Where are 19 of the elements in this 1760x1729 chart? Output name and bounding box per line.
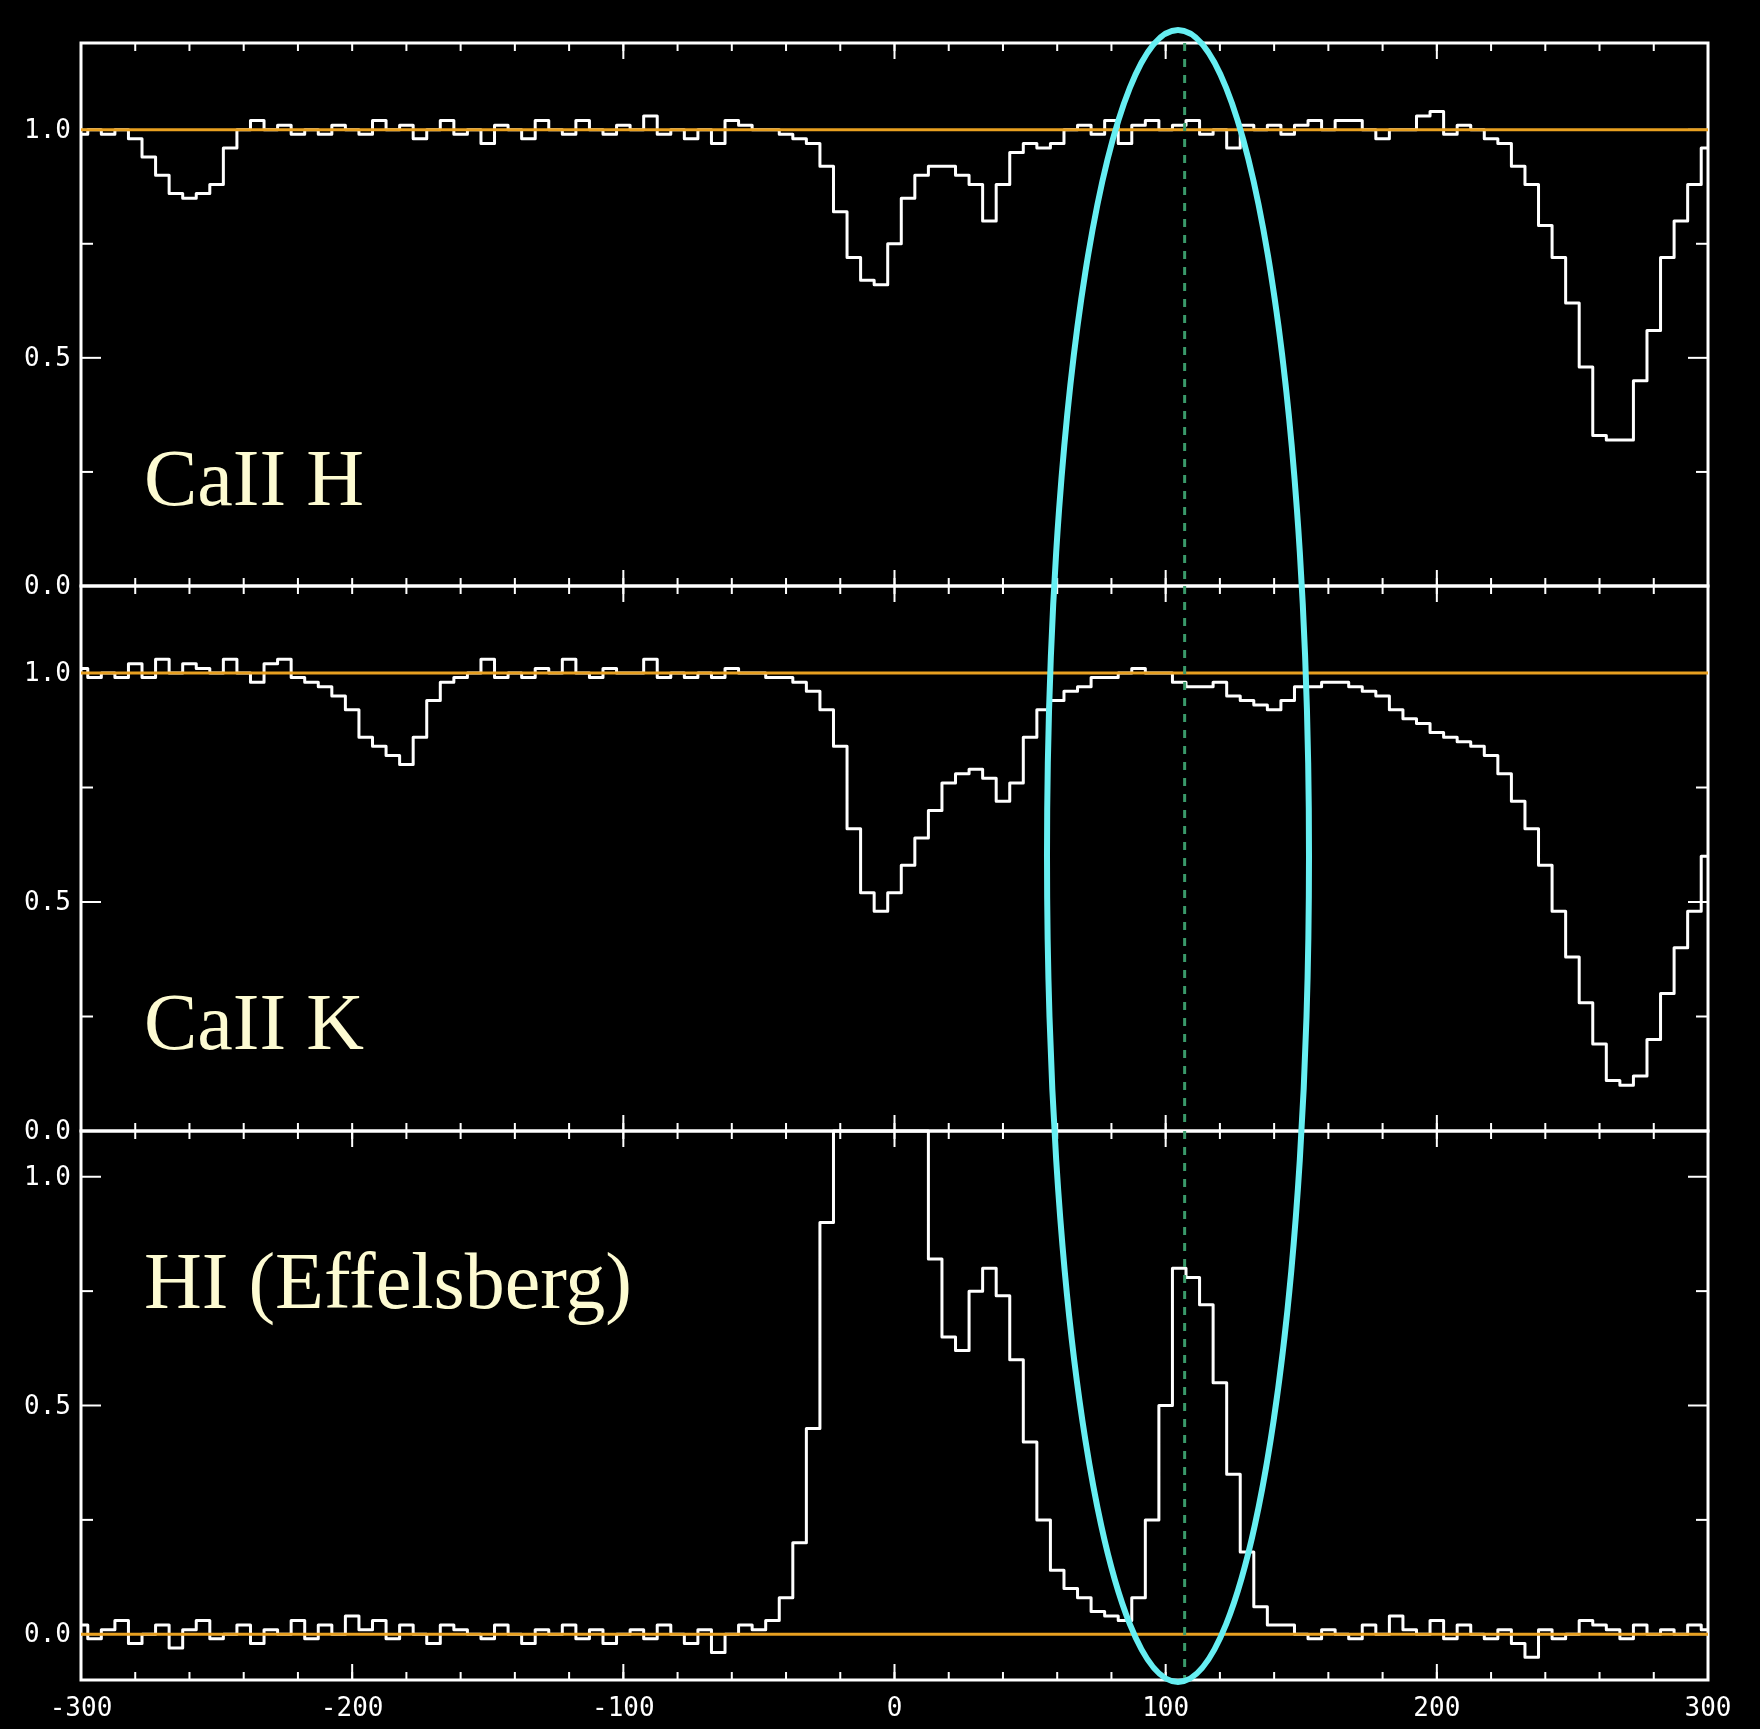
y-tick-label: 0.0 [24, 1115, 71, 1145]
x-tick-label: 0 [886, 1692, 903, 1722]
y-tick-label: 0.5 [24, 886, 71, 917]
x-tick-label: -100 [592, 1692, 655, 1722]
y-tick-label: 1.0 [24, 113, 71, 144]
y-tick-label: 0.0 [24, 1618, 71, 1649]
x-tick-label: -300 [49, 1692, 113, 1722]
text: CaII H [144, 434, 364, 522]
x-tick-label: 300 [1684, 1692, 1732, 1722]
y-tick-label: 0.0 [24, 570, 71, 600]
y-tick-label: 0.5 [24, 341, 71, 372]
y-tick-label: 1.0 [24, 1160, 71, 1191]
text: CaII K [144, 978, 364, 1066]
x-tick-label: 200 [1413, 1692, 1461, 1722]
y-tick-label: 0.5 [24, 1389, 71, 1420]
x-tick-label: -200 [320, 1692, 384, 1722]
y-tick-label: 1.0 [24, 657, 71, 688]
text: HI (Effelsberg) [144, 1237, 632, 1326]
x-tick-label: 100 [1142, 1692, 1190, 1722]
